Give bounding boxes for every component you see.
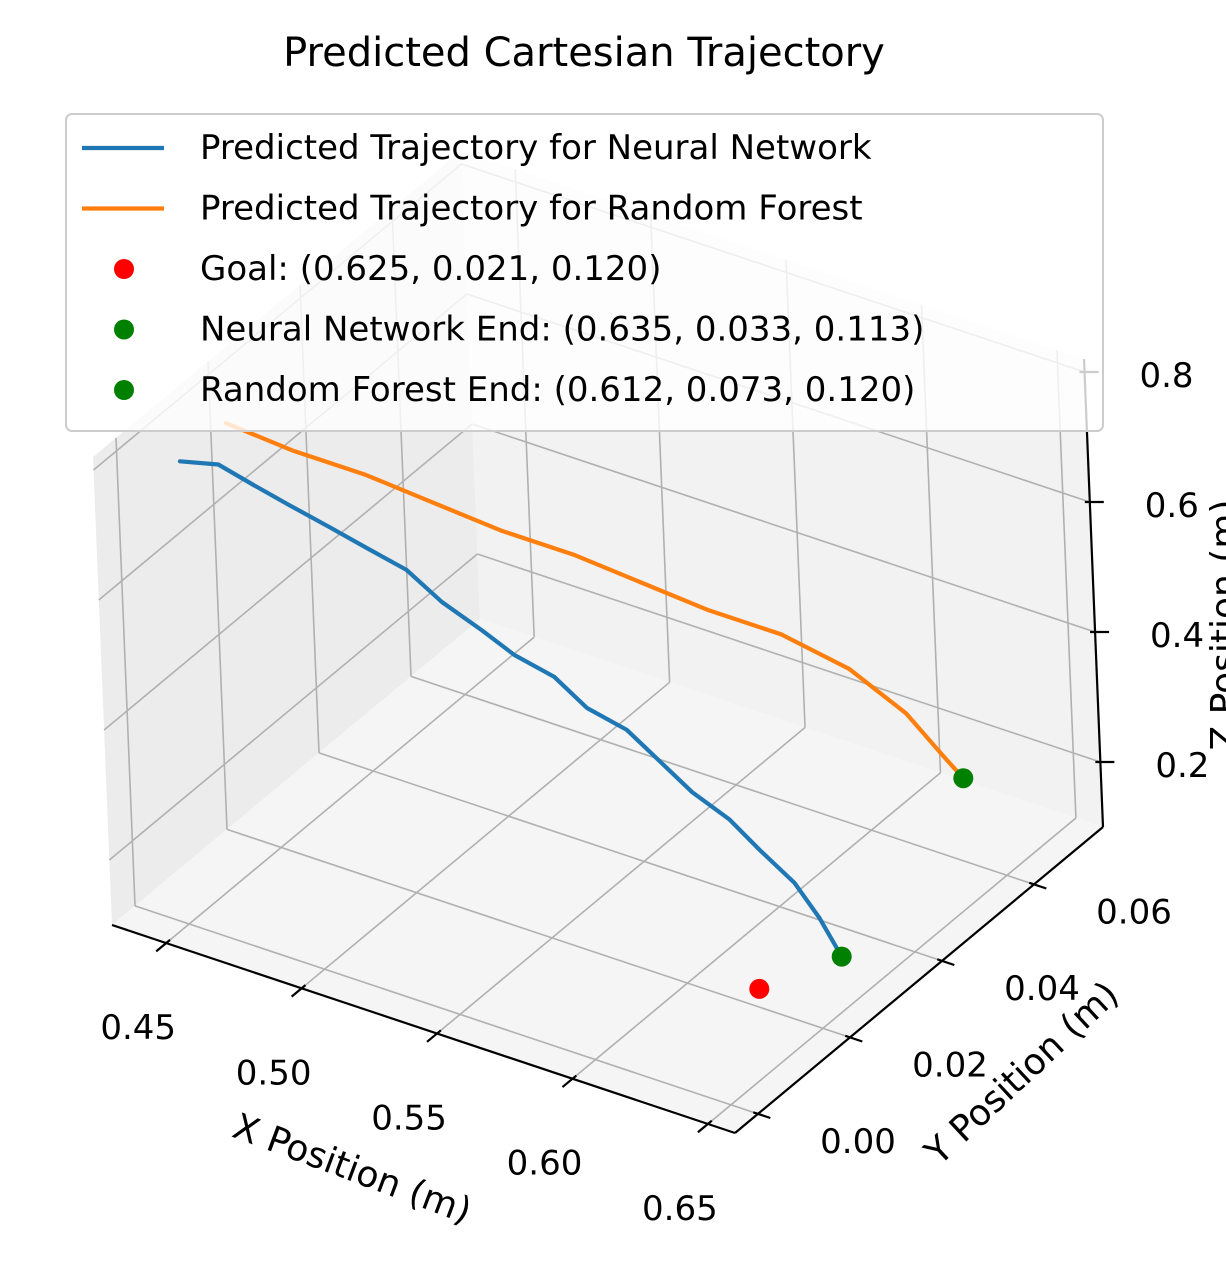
axis-lines: [111, 358, 1105, 1135]
series-markers: [749, 768, 974, 999]
gridline-x: [436, 726, 806, 1035]
x-tick-label: 0.60: [507, 1144, 583, 1184]
marker-point-0: [749, 978, 770, 999]
y-tick-label: 0.02: [912, 1045, 988, 1085]
x-tick-label: 0.50: [236, 1053, 312, 1093]
x-tick-label: 0.55: [371, 1099, 447, 1139]
legend-entry-label: Goal: (0.625, 0.021, 0.120): [200, 249, 661, 289]
series-line-0: [177, 459, 844, 959]
gridline-x: [571, 772, 941, 1080]
legend-entry-label: Neural Network End: (0.635, 0.033, 0.113…: [200, 310, 924, 350]
x-tick-label: 0.45: [100, 1008, 176, 1048]
x-tick: [561, 1074, 578, 1088]
x-axis-line: [111, 923, 736, 1135]
marker-point-2: [953, 768, 974, 789]
y-tick-label: 0.06: [1096, 892, 1172, 932]
gridline-y: [207, 361, 228, 830]
y-tick-label: 0.00: [820, 1122, 896, 1162]
z-axis-label: Z Position (m): [1204, 500, 1226, 751]
legend: Predicted Trajectory for Neural Network P…: [65, 113, 1104, 432]
gridline-z: [103, 423, 473, 731]
z-tick-label: 0.2: [1155, 746, 1209, 786]
gridline-y: [134, 905, 759, 1115]
x-tick: [155, 939, 171, 953]
y-tick: [936, 958, 955, 967]
gridline-z: [108, 553, 478, 861]
gridline-y: [115, 437, 136, 906]
gridline-y: [410, 675, 1035, 886]
series-line-1: [223, 421, 966, 781]
gridline-x: [707, 817, 1077, 1125]
legend-swatch-dot: [114, 259, 134, 279]
x-tick: [426, 1029, 442, 1043]
legend-swatch-dot: [114, 319, 134, 340]
series-lines: [177, 421, 966, 959]
z-tick-label: 0.6: [1145, 486, 1199, 526]
y-tick: [844, 1034, 863, 1043]
axis-ticks: 0.45 0.50 0.55 0.60 0.65 0.00 0.02 0.04 0.06 0.2 0…: [100, 356, 1209, 1229]
legend-entry-label: Predicted Trajectory for Random Forest: [200, 189, 863, 229]
legend-entry-label: Predicted Trajectory for Neural Network: [200, 128, 872, 168]
x-tick: [290, 984, 307, 998]
gridline-y: [318, 752, 943, 962]
y-axis-line: [734, 826, 1104, 1134]
z-axis-line: [1082, 358, 1105, 828]
chart-title: Predicted Cartesian Trajectory: [283, 30, 885, 76]
y-tick: [752, 1111, 771, 1120]
gridline-y: [226, 828, 851, 1039]
x-tick: [697, 1119, 713, 1134]
y-tick-label: 0.04: [1004, 969, 1080, 1009]
legend-frame: [65, 113, 1104, 432]
z-tick-label: 0.4: [1150, 616, 1204, 656]
legend-swatch-dot: [114, 380, 134, 400]
marker-point-1: [831, 946, 852, 967]
gridline-z: [477, 553, 1101, 763]
gridline-z: [471, 423, 1096, 633]
y-tick: [1028, 881, 1047, 890]
legend-entry-label: Random Forest End: (0.612, 0.073, 0.120): [200, 370, 915, 410]
gridline-x: [165, 636, 535, 944]
floor-pane-xy: [112, 619, 1103, 1133]
x-tick-label: 0.65: [642, 1189, 718, 1229]
gridline-x: [301, 681, 671, 989]
z-tick-label: 0.8: [1139, 356, 1193, 396]
